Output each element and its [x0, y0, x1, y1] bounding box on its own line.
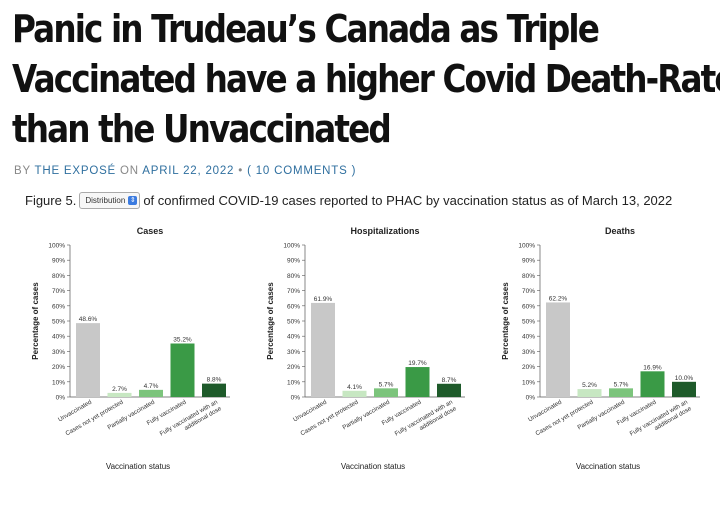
chart-2-ytick-label: 50%: [522, 319, 535, 326]
chart-1-ytick-label: 50%: [287, 319, 300, 326]
comments-link[interactable]: ( 10 COMMENTS ): [247, 165, 357, 177]
chart-1-data-label: 8.7%: [442, 377, 457, 384]
chart-2-data-label: 16.9%: [643, 364, 662, 371]
chart-1-data-label: 4.1%: [347, 384, 362, 391]
chart-1-ytick-label: 70%: [287, 288, 300, 295]
chart-2-ytick-label: 20%: [522, 364, 535, 371]
chart-1-bar: [311, 302, 335, 397]
chart-0-category-label: Fully vaccinated with anadditional dose: [159, 398, 224, 444]
chart-0-data-label: 4.7%: [144, 383, 159, 390]
chart-2-data-label: 5.2%: [582, 382, 597, 389]
chart-2-category-label: Cases not yet protected: [534, 398, 595, 437]
figure-title: Figure 5. Distribution ⇕ of confirmed CO…: [25, 192, 672, 209]
chart-0-bar: [139, 389, 163, 397]
chart-2-category-label: Fully vaccinated with anadditional dose: [629, 398, 694, 444]
chart-0-ytick-label: 50%: [52, 319, 65, 326]
chart-1-ytick-label: 60%: [287, 303, 300, 310]
headline-line-3: than the Unvaccinated: [12, 107, 392, 151]
chart-2-ytick-label: 100%: [518, 243, 535, 250]
chart-1-ytick-label: 100%: [283, 243, 300, 250]
chart-2-ytick-label: 90%: [522, 258, 535, 265]
chart-0-ytick-label: 30%: [52, 349, 65, 356]
byline-bullet: •: [238, 165, 244, 177]
chart-0-ytick-label: 60%: [52, 303, 65, 310]
chart-0-ytick-label: 10%: [52, 379, 65, 386]
chart-1-ytick-label: 90%: [287, 258, 300, 265]
chart-0-bar: [202, 383, 226, 397]
chart-0-title: Cases: [137, 226, 164, 236]
chart-1-data-label: 5.7%: [379, 381, 394, 388]
chart-0-data-label: 2.7%: [112, 386, 127, 393]
chart-1-bar: [405, 367, 430, 397]
chart-2-ylabel: Percentage of cases: [501, 282, 510, 360]
chart-0-bar: [76, 323, 100, 397]
chart-2-bar: [577, 389, 602, 397]
chart-0-xlabel: Vaccination status: [106, 462, 170, 471]
chart-2-data-label: 5.7%: [614, 381, 629, 388]
byline: BY THE EXPOSÉ ON APRIL 22, 2022 • ( 10 C…: [14, 165, 356, 177]
chart-0-ytick-label: 20%: [52, 364, 65, 371]
chart-1-ytick-label: 40%: [287, 334, 300, 341]
dropdown-value: Distribution: [85, 196, 126, 205]
author-link[interactable]: THE EXPOSÉ: [34, 165, 117, 177]
chart-2-ytick-label: 10%: [522, 379, 535, 386]
chart-2-bar: [609, 388, 633, 397]
chart-2-bar: [640, 371, 665, 397]
chart-0-data-label: 48.6%: [79, 316, 98, 323]
chevron-updown-icon: ⇕: [128, 196, 138, 205]
chart-1-ytick-label: 80%: [287, 273, 300, 280]
headline-line-1: Panic in Trudeau’s Canada as Triple: [12, 7, 600, 51]
chart-0-ylabel: Percentage of cases: [31, 282, 40, 360]
chart-0-bar: [170, 343, 195, 397]
figure-prefix: Figure 5.: [25, 193, 77, 208]
chart-0-ytick-label: 40%: [52, 334, 65, 341]
chart-1-title: Hospitalizations: [350, 226, 419, 236]
chart-1-bar: [437, 383, 461, 397]
chart-0-ytick-label: 0%: [56, 395, 66, 402]
chart-2-bar: [546, 302, 570, 397]
chart-1-data-label: 19.7%: [408, 360, 427, 367]
chart-2-bar: [672, 381, 696, 397]
chart-2-data-label: 62.2%: [549, 295, 568, 302]
headline-line-2: Vaccinated have a higher Covid Death-Rat…: [12, 57, 720, 101]
byline-on: ON: [120, 165, 139, 177]
chart-0-ytick-label: 90%: [52, 258, 65, 265]
chart-1-category-label: Fully vaccinated with anadditional dose: [394, 398, 459, 444]
chart-2-ytick-label: 60%: [522, 303, 535, 310]
chart-0-data-label: 35.2%: [173, 336, 192, 343]
chart-1-xlabel: Vaccination status: [341, 462, 405, 471]
chart-2-ytick-label: 80%: [522, 273, 535, 280]
article-headline: Panic in Trudeau’s Canada as Triple Vacc…: [12, 4, 720, 154]
chart-0-category-label: Cases not yet protected: [64, 398, 125, 437]
chart-0-ytick-label: 80%: [52, 273, 65, 280]
chart-2-data-label: 10.0%: [675, 375, 694, 382]
chart-1-ylabel: Percentage of cases: [266, 282, 275, 360]
chart-1-bar: [374, 388, 398, 397]
chart-1-bar: [342, 390, 367, 397]
chart-0-data-label: 8.8%: [207, 377, 222, 384]
chart-1-data-label: 61.9%: [314, 296, 333, 303]
byline-by: BY: [14, 165, 31, 177]
chart-2-ytick-label: 0%: [526, 395, 536, 402]
chart-2-title: Deaths: [605, 226, 635, 236]
chart-1-category-label: Cases not yet protected: [299, 398, 360, 437]
chart-1-ytick-label: 10%: [287, 379, 300, 386]
chart-1-ytick-label: 0%: [291, 395, 301, 402]
chart-2-ytick-label: 70%: [522, 288, 535, 295]
date-link[interactable]: APRIL 22, 2022: [142, 165, 235, 177]
chart-0-ytick-label: 70%: [52, 288, 65, 295]
chart-2-ytick-label: 30%: [522, 349, 535, 356]
chart-0-bar: [107, 392, 132, 397]
chart-0-ytick-label: 100%: [48, 243, 65, 250]
chart-1-ytick-label: 20%: [287, 364, 300, 371]
chart-1-ytick-label: 30%: [287, 349, 300, 356]
distribution-dropdown[interactable]: Distribution ⇕: [79, 192, 141, 209]
chart-2-xlabel: Vaccination status: [576, 462, 640, 471]
chart-2-ytick-label: 40%: [522, 334, 535, 341]
figure-suffix: of confirmed COVID-19 cases reported to …: [143, 193, 673, 208]
